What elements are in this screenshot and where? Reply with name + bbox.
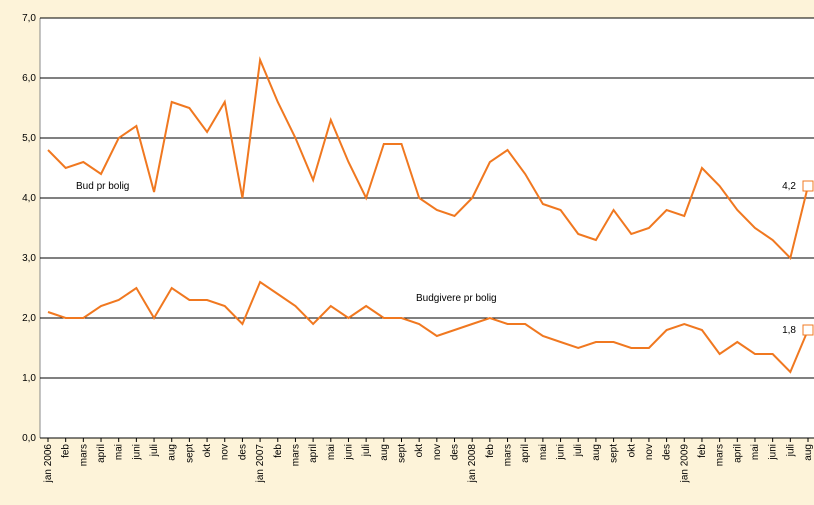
x-tick-label: juni (768, 444, 779, 461)
x-tick-label: aug (803, 444, 814, 461)
x-tick-label: aug (591, 444, 602, 461)
x-tick-label: sept (609, 444, 620, 463)
x-tick-label: april (96, 444, 107, 463)
x-tick-label: aug (379, 444, 390, 461)
x-tick-label: juni (556, 444, 567, 461)
x-tick-label: juni (343, 444, 354, 461)
y-tick-label: 1,0 (22, 373, 36, 384)
x-tick-label: nov (432, 444, 443, 460)
x-tick-label: feb (485, 444, 496, 458)
x-tick-label: des (237, 444, 248, 460)
y-tick-label: 3,0 (22, 253, 36, 264)
x-tick-label: mai (326, 444, 337, 460)
x-tick-label: jan 2006 (43, 444, 54, 484)
x-tick-label: april (520, 444, 531, 463)
series-label: Budgivere pr bolig (416, 293, 497, 304)
y-tick-label: 7,0 (22, 13, 36, 24)
x-tick-label: april (308, 444, 319, 463)
x-tick-label: feb (273, 444, 284, 458)
x-tick-label: mars (290, 444, 301, 466)
x-tick-label: april (732, 444, 743, 463)
end-marker (802, 324, 814, 336)
line-series (47, 56, 809, 260)
x-tick-label: des (662, 444, 673, 460)
x-tick-label: nov (644, 444, 655, 460)
y-tick-label: 4,0 (22, 193, 36, 204)
end-marker (802, 180, 814, 192)
x-tick-label: sept (396, 444, 407, 463)
line-series (47, 280, 809, 374)
value-label: 1,8 (782, 325, 796, 336)
x-tick-label: juli (149, 444, 160, 457)
x-tick-label: okt (626, 444, 637, 458)
x-tick-label: des (450, 444, 461, 460)
x-tick-label: sept (184, 444, 195, 463)
value-label: 4,2 (782, 181, 796, 192)
x-tick-label: juli (361, 444, 372, 457)
x-tick-label: mai (114, 444, 125, 460)
x-tick-label: mars (503, 444, 514, 466)
x-tick-label: okt (414, 444, 425, 458)
y-tick-label: 0,0 (22, 433, 36, 444)
y-tick-label: 2,0 (22, 313, 36, 324)
x-tick-label: feb (697, 444, 708, 458)
x-tick-label: mai (538, 444, 549, 460)
x-tick-label: juni (131, 444, 142, 461)
x-tick-label: mars (78, 444, 89, 466)
x-tick-label: okt (202, 444, 213, 458)
series-label: Bud pr bolig (76, 181, 129, 192)
plot-area (40, 18, 814, 438)
x-tick-label: jan 2008 (467, 444, 478, 484)
x-tick-label: aug (167, 444, 178, 461)
x-tick-label: feb (61, 444, 72, 458)
x-tick-label: nov (220, 444, 231, 460)
x-tick-label: jan 2007 (255, 444, 266, 484)
x-tick-label: mai (750, 444, 761, 460)
x-tick-label: jan 2009 (679, 444, 690, 484)
x-tick-label: juli (573, 444, 584, 457)
x-tick-label: juli (785, 444, 796, 457)
x-tick-label: mars (715, 444, 726, 466)
y-tick-label: 5,0 (22, 133, 36, 144)
y-tick-label: 6,0 (22, 73, 36, 84)
